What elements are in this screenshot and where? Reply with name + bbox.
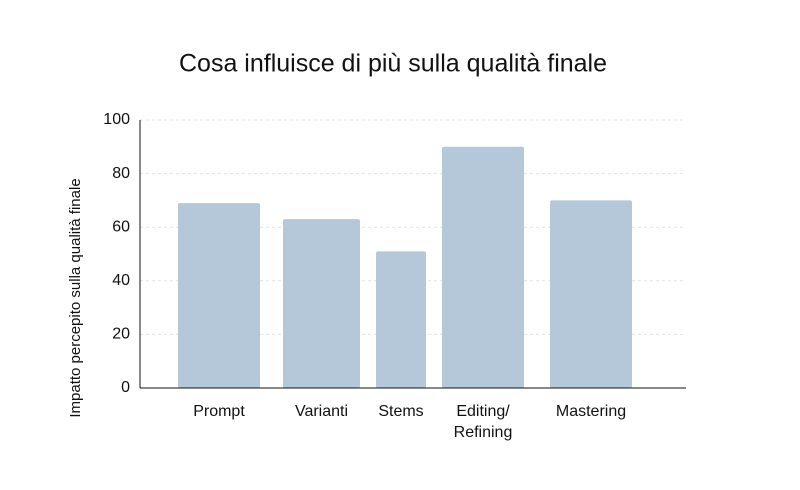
y-tick-label: 0 xyxy=(121,379,130,396)
x-tick-label: Varianti xyxy=(294,403,349,420)
bar xyxy=(550,200,632,388)
y-tick-label: 40 xyxy=(112,272,130,289)
bar xyxy=(178,203,260,388)
x-tick-label: Editing/ Refining xyxy=(453,403,513,441)
y-axis-label: Impatto percepito sulla qualità finale xyxy=(67,178,84,417)
y-tick-label: 100 xyxy=(103,111,130,128)
x-tick-label: Mastering xyxy=(555,403,627,420)
y-tick-label: 20 xyxy=(112,326,130,343)
bar xyxy=(376,251,426,388)
y-tick-label: 80 xyxy=(112,165,130,182)
x-tick-label: Prompt xyxy=(193,403,245,420)
y-tick-label: 60 xyxy=(112,218,130,235)
bar xyxy=(442,146,524,388)
x-tick-label: Stems xyxy=(378,403,424,420)
bar xyxy=(283,219,360,388)
chart-title: Cosa influisce di più sulla qualità fina… xyxy=(179,50,607,78)
